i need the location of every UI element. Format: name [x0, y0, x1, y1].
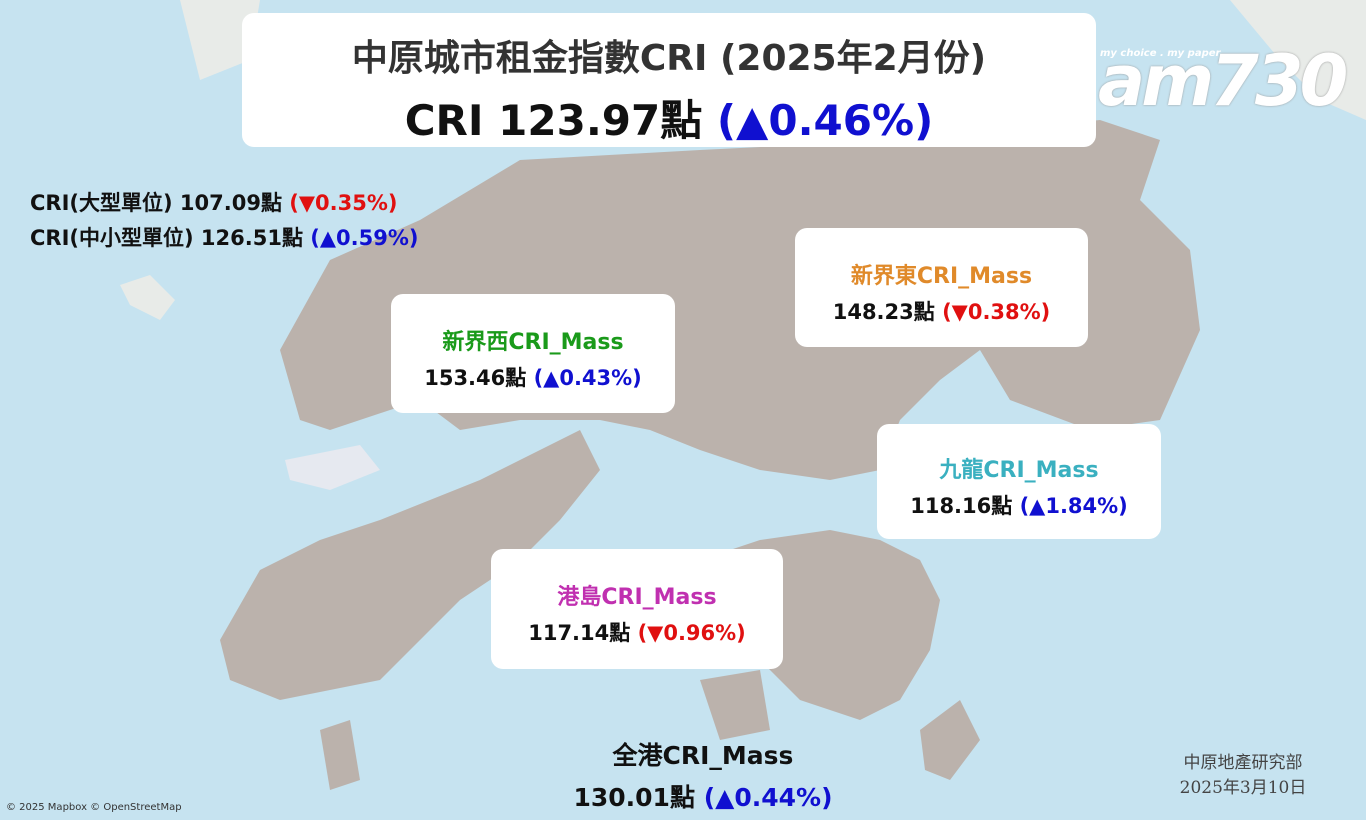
sub-index: CRI(中小型單位) 126.51點 (▲0.59%)	[30, 222, 418, 252]
title-box: 中原城市租金指數CRI (2025年2月份) CRI 123.97點 (▲0.4…	[242, 13, 1096, 147]
region-name: 港島CRI_Mass	[557, 585, 717, 610]
region-value: 118.16點	[910, 494, 1013, 518]
title: 中原城市租金指數CRI (2025年2月份)	[351, 38, 987, 79]
island	[320, 720, 360, 790]
date: 2025年3月10日	[1179, 778, 1307, 798]
main-value: 123.97點	[498, 96, 703, 145]
mainland	[180, 0, 260, 80]
region-change: (▲0.43%)	[533, 366, 642, 390]
sub-label: CRI(大型單位)	[30, 191, 173, 215]
region-box: 港島CRI_Mass 117.14點 (▼0.96%)	[491, 549, 783, 669]
sub-value: 107.09點	[179, 191, 282, 215]
region-change: (▼0.96%)	[637, 621, 746, 645]
sub-index: CRI(大型單位) 107.09點 (▼0.35%)	[30, 187, 397, 217]
logo-tagline: my choice . my paper	[1100, 48, 1221, 59]
island	[120, 275, 175, 320]
region-box: 新界西CRI_Mass 153.46點 (▲0.43%)	[391, 294, 675, 413]
sub-value: 126.51點	[200, 226, 303, 250]
sub-change: (▲0.59%)	[310, 226, 419, 250]
lantau	[220, 430, 600, 700]
region-name: 新界東CRI_Mass	[850, 264, 1033, 289]
overall-name: 全港CRI_Mass	[612, 741, 794, 770]
main-label: CRI	[404, 96, 484, 145]
region-box: 新界東CRI_Mass 148.23點 (▼0.38%)	[795, 228, 1088, 347]
overall-value: 130.01點	[573, 783, 695, 812]
sub-change: (▼0.35%)	[289, 191, 398, 215]
region-name: 新界西CRI_Mass	[442, 330, 624, 355]
region-value: 148.23點	[832, 300, 935, 324]
lamma	[700, 670, 770, 740]
main-index: CRI 123.97點 (▲0.46%)	[242, 87, 1096, 148]
airport	[285, 445, 380, 490]
region-change: (▼0.38%)	[942, 300, 1051, 324]
island	[920, 700, 980, 780]
source: 中原地產研究部	[1183, 753, 1303, 773]
main-change: (▲0.46%)	[716, 96, 934, 145]
mainland	[1230, 0, 1366, 120]
sub-label: CRI(中小型單位)	[30, 226, 194, 250]
region-value: 153.46點	[424, 366, 527, 390]
overall: 全港CRI_Mass 130.01點 (▲0.44%)	[503, 736, 903, 814]
region-change: (▲1.84%)	[1019, 494, 1128, 518]
logo: am730	[1098, 40, 1348, 122]
attribution: © 2025 Mapbox © OpenStreetMap	[6, 802, 182, 813]
region-box: 九龍CRI_Mass 118.16點 (▲1.84%)	[877, 424, 1161, 539]
footer: 中原地產研究部 2025年3月10日	[1150, 748, 1336, 798]
region-value: 117.14點	[528, 621, 631, 645]
overall-change: (▲0.44%)	[703, 783, 833, 812]
region-name: 九龍CRI_Mass	[939, 458, 1099, 483]
